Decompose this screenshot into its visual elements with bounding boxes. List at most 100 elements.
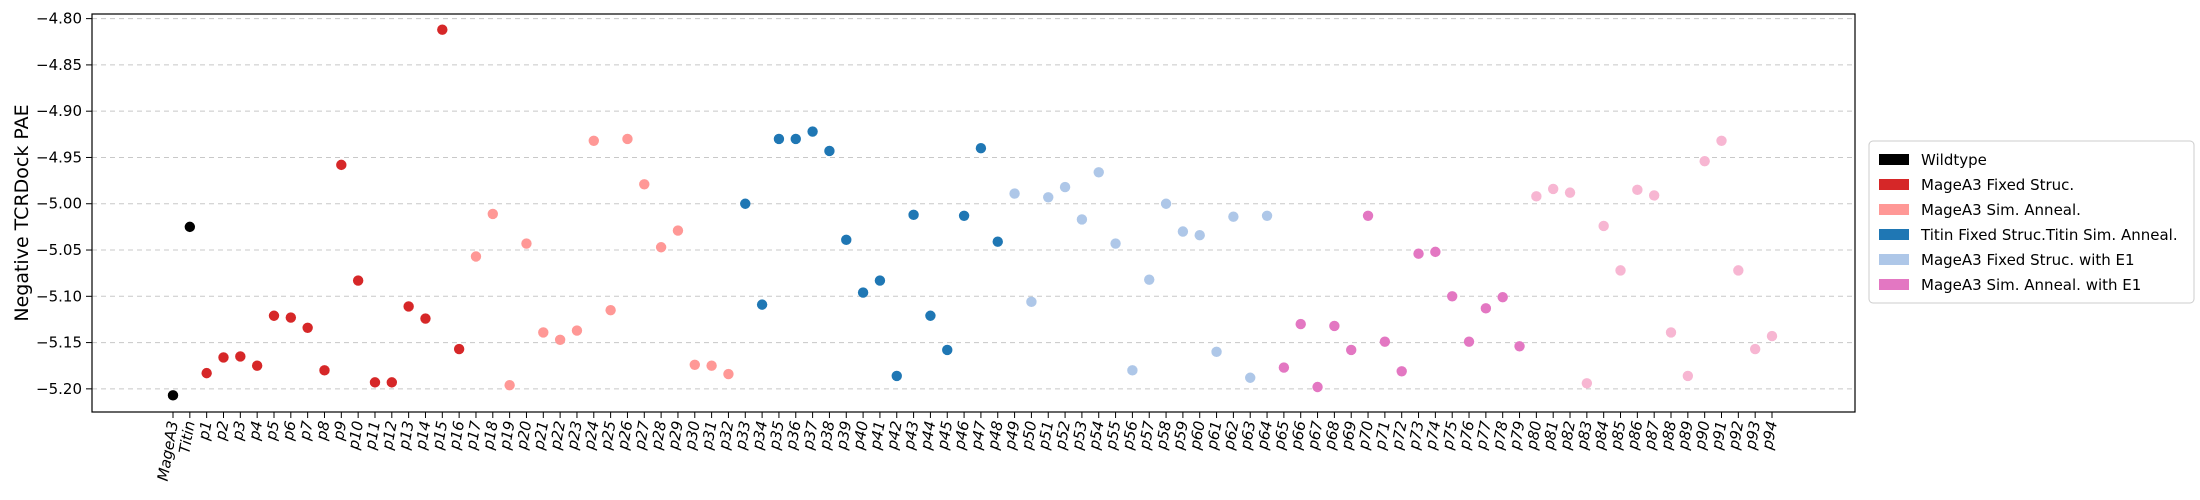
legend-label: MageA3 Sim. Anneal. <box>1921 201 2081 219</box>
data-point <box>655 242 667 253</box>
y-axis-title: Negative TCRDock PAE <box>11 104 33 321</box>
x-tick-label: p77 <box>1472 419 1495 452</box>
data-point <box>1447 291 1458 302</box>
x-tick-label: p40 <box>849 420 872 452</box>
data-point <box>1312 381 1323 393</box>
data-point <box>1026 296 1037 308</box>
x-tick-label: p90 <box>1691 420 1714 452</box>
x-tick-label: p51 <box>1034 420 1057 452</box>
data-point <box>1699 155 1710 167</box>
x-tick-label: p34 <box>748 420 771 452</box>
x-tick-label: p41 <box>866 420 889 452</box>
y-tick-label: −4.80 <box>36 10 82 28</box>
data-point <box>1615 265 1626 276</box>
data-point <box>1531 191 1542 202</box>
x-tick-label: p1 <box>194 420 215 443</box>
x-tick-label: p33 <box>731 420 754 452</box>
x-tick-label: p24 <box>580 420 603 452</box>
x-tick-label: p9 <box>329 420 350 443</box>
y-tick-label: −4.85 <box>36 56 82 74</box>
legend-swatch <box>1879 179 1909 190</box>
data-point <box>1059 181 1071 193</box>
x-tick-label: p25 <box>597 420 620 452</box>
x-tick-label: p93 <box>1741 420 1764 452</box>
data-point <box>218 352 229 363</box>
data-point <box>1665 327 1677 338</box>
x-tick-label: p3 <box>228 420 249 443</box>
data-point <box>958 210 970 221</box>
x-tick-label: p94 <box>1758 420 1781 452</box>
y-axis-ticks: −5.20 −5.15 −5.10 −5.05 −5.00 −4.95 −4.90 −4.85… <box>36 10 92 398</box>
data-point <box>268 310 280 321</box>
data-point <box>201 367 212 379</box>
legend-label: MageA3 Fixed Struc. with E1 <box>1921 251 2135 269</box>
data-point <box>672 225 684 236</box>
plot-area-frame <box>91 13 1856 413</box>
x-tick-label: p27 <box>630 419 653 452</box>
x-tick-label: p19 <box>496 420 519 452</box>
data-point <box>437 24 448 35</box>
data-point <box>1228 211 1239 222</box>
x-tick-label: p80 <box>1522 420 1545 452</box>
data-point <box>1463 336 1475 347</box>
data-point <box>908 209 919 221</box>
x-tick-label: p5 <box>262 420 283 443</box>
y-tick-label: −5.00 <box>36 195 82 213</box>
x-tick-label: p32 <box>715 420 738 452</box>
legend-swatch <box>1879 254 1909 265</box>
data-point <box>235 351 246 362</box>
x-tick-label: p8 <box>312 420 333 443</box>
x-tick-label: p10 <box>344 420 367 452</box>
data-point <box>1346 344 1357 356</box>
data-point <box>1480 303 1492 314</box>
data-point <box>1278 362 1290 373</box>
x-tick-label: p86 <box>1623 420 1646 452</box>
x-axis-ticks: MageA3Titinp1p2p3p4p5p6p7p8p9p10p11p12p1… <box>154 412 1781 482</box>
grid-lines <box>92 18 1855 390</box>
data-point <box>1144 274 1155 285</box>
x-tick-label: p28 <box>647 420 670 452</box>
x-tick-label: p85 <box>1607 420 1630 452</box>
data-point <box>857 287 869 298</box>
x-tick-label: p83 <box>1573 420 1596 452</box>
data-point <box>487 208 498 220</box>
x-tick-label: p89 <box>1674 420 1697 452</box>
data-point <box>319 365 330 376</box>
x-tick-label: p46 <box>950 420 973 452</box>
data-point <box>285 312 297 323</box>
x-tick-label: p88 <box>1657 420 1680 452</box>
x-tick-label: p65 <box>1270 420 1293 452</box>
x-tick-label: p14 <box>412 420 435 452</box>
x-tick-label: p60 <box>1186 420 1209 452</box>
legend-swatch <box>1879 154 1909 165</box>
x-tick-label: p92 <box>1724 420 1747 452</box>
x-tick-label: p42 <box>883 420 906 452</box>
data-points <box>167 24 1778 401</box>
data-point <box>605 304 616 316</box>
x-tick-label: Titin <box>175 420 198 456</box>
data-point <box>1733 265 1744 276</box>
x-tick-label: p31 <box>698 420 721 452</box>
data-point <box>790 133 801 145</box>
data-point <box>1329 320 1340 332</box>
x-tick-label: p56 <box>1118 420 1141 452</box>
x-tick-label: p21 <box>529 420 552 452</box>
data-point <box>1362 210 1374 221</box>
x-tick-label: p66 <box>1287 420 1310 452</box>
data-point <box>1564 187 1576 198</box>
data-point <box>1160 198 1172 209</box>
data-point <box>251 360 263 371</box>
data-point <box>1093 167 1104 178</box>
data-point <box>588 135 599 147</box>
x-tick-label: p64 <box>1253 420 1276 452</box>
data-point <box>874 275 886 286</box>
y-tick-label: −4.95 <box>36 148 82 166</box>
data-point <box>891 370 902 382</box>
x-tick-label: p29 <box>664 420 687 452</box>
data-point <box>622 133 633 145</box>
data-point <box>538 327 549 338</box>
x-tick-label: p59 <box>1169 420 1192 452</box>
x-tick-label: p55 <box>1102 420 1125 452</box>
legend-frame <box>1868 140 2195 304</box>
